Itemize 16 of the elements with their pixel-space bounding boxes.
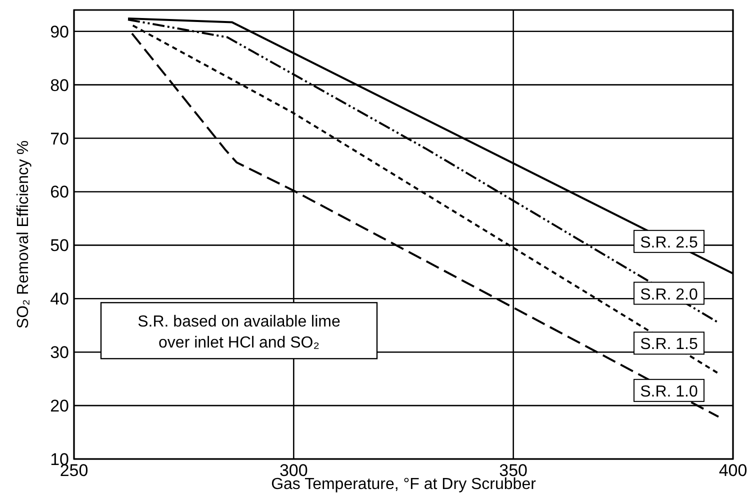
y-tick-label: 20 [50, 396, 69, 416]
y-tick-label: 80 [50, 76, 69, 95]
series-label: S.R. 1.0 [640, 383, 698, 400]
series-label: S.R. 2.0 [640, 286, 698, 304]
series-label: S.R. 1.5 [640, 336, 698, 354]
x-tick-label: 400 [718, 461, 748, 480]
y-tick-label: 60 [50, 182, 69, 202]
y-tick-label: 90 [50, 22, 69, 42]
y-tick-label: 30 [50, 343, 69, 362]
y-axis-title: SO₂ Removal Efficiency % [15, 140, 32, 329]
y-tick-label: 70 [50, 129, 69, 148]
y-tick-label: 40 [50, 290, 69, 309]
y-tick-label: 50 [50, 236, 69, 256]
x-axis-title: Gas Temperature, °F at Dry Scrubber [271, 476, 537, 493]
annotation: S.R. based on available lime over inlet HCl and SO₂ [138, 314, 340, 352]
series-label: S.R. 2.5 [640, 234, 698, 252]
